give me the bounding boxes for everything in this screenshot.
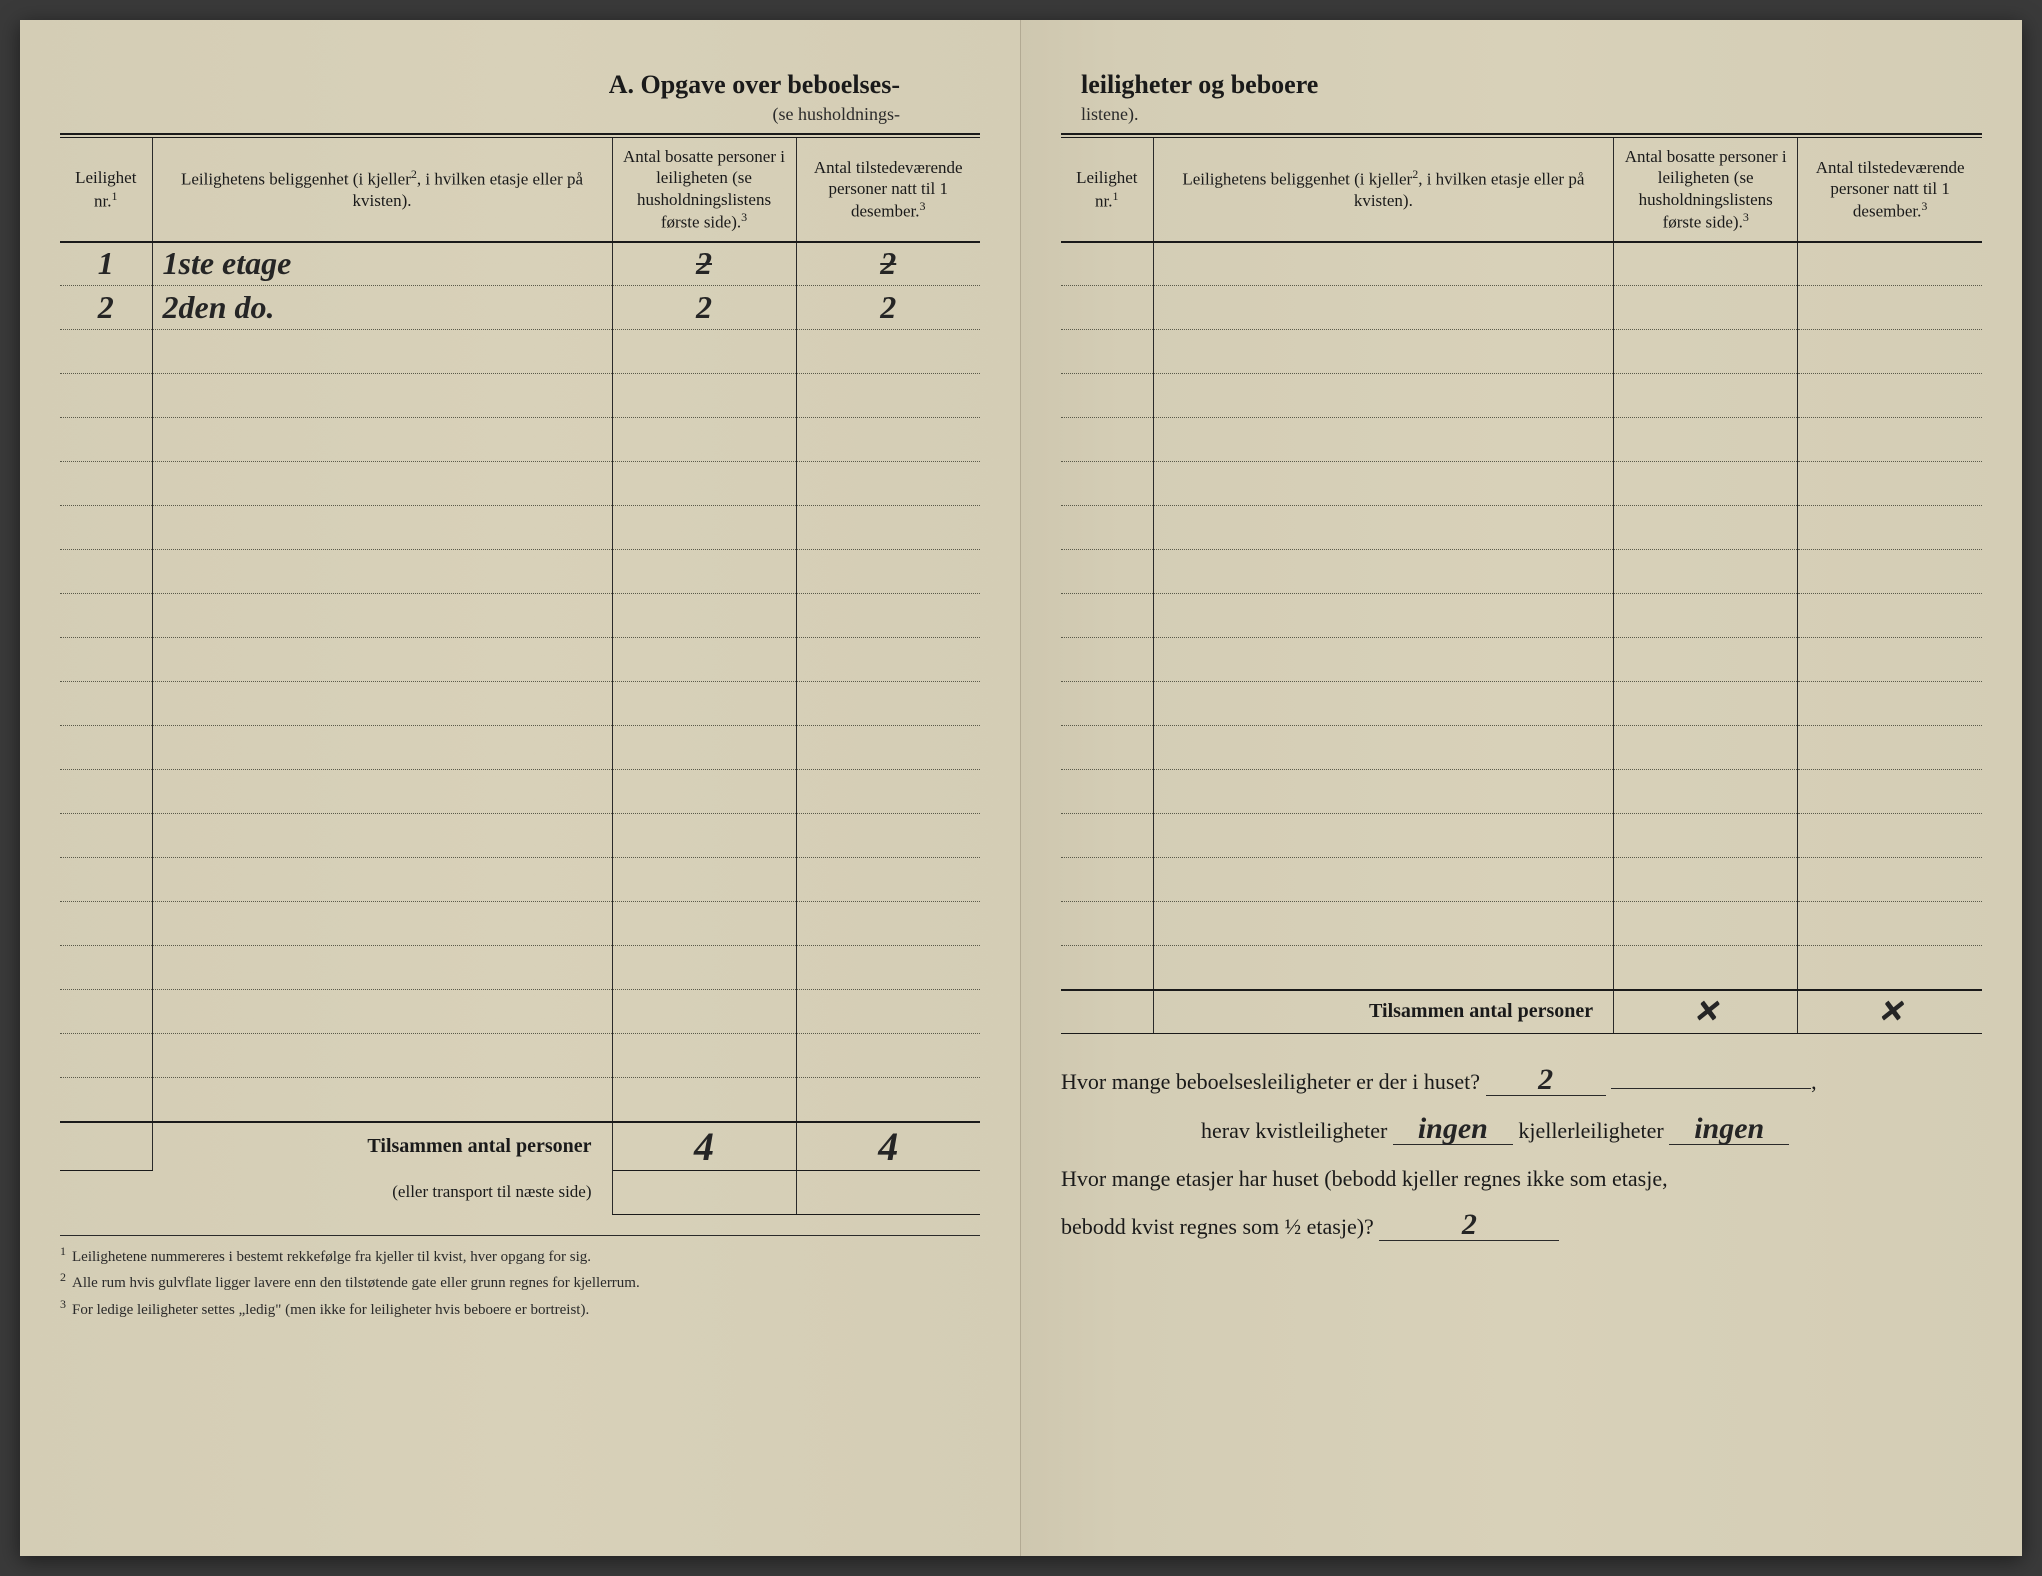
table-row: 2 2den do. 2 2 [60, 286, 980, 330]
cell-c2: 2 [796, 242, 980, 286]
cell-nr: 2 [60, 286, 152, 330]
table-row-empty [60, 858, 980, 902]
table-row-empty [1061, 946, 1982, 990]
q3-cont: bebodd kvist regnes som ½ etasje)? [1061, 1214, 1374, 1239]
table-row-empty [60, 902, 980, 946]
table-row-empty [1061, 902, 1982, 946]
q2-a2: ingen [1669, 1114, 1789, 1145]
left-page: A. Opgave over beboelses- (se husholdnin… [20, 20, 1021, 1556]
q2-prefix: herav kvistleiligheter [1201, 1118, 1387, 1143]
table-row: 1 1ste etage 2 2 [60, 242, 980, 286]
table-row-empty [60, 1034, 980, 1078]
footnotes: 1Leilighetene nummereres i bestemt rekke… [60, 1235, 980, 1322]
total-right-c1: ✕✕ [1614, 990, 1798, 1034]
cell-nr: 1 [60, 242, 152, 286]
table-row-empty [60, 550, 980, 594]
q3-answer: 2 [1379, 1210, 1559, 1241]
col-header-location-r: Leilighetens beliggenhet (i kjeller2, i … [1153, 138, 1614, 242]
totals-sublabel: (eller transport til næste side) [152, 1170, 612, 1214]
table-row-empty [60, 506, 980, 550]
q1-answer: 2 [1486, 1065, 1606, 1096]
col-header-count2: Antal tilstedeværende personer natt til … [796, 138, 980, 242]
table-row-empty [1061, 462, 1982, 506]
table-row-empty [1061, 242, 1982, 286]
totals-label-left: Tilsammen antal personer [152, 1122, 612, 1171]
table-row-empty [60, 814, 980, 858]
table-row-empty [1061, 286, 1982, 330]
table-row-empty [1061, 682, 1982, 726]
census-table-left: Leilighet nr.1 Leilighetens beliggenhet … [60, 138, 980, 1215]
questions-block: Hvor mange beboelsesleiligheter er der i… [1061, 1058, 1982, 1252]
q3-text: Hvor mange etasjer har huset (bebodd kje… [1061, 1166, 1668, 1191]
col-header-nr-r: Leilighet nr.1 [1061, 138, 1153, 242]
title-left: A. Opgave over beboelses- [609, 70, 900, 100]
table-row-empty [1061, 374, 1982, 418]
col-header-location: Leilighetens beliggenhet (i kjeller2, i … [152, 138, 612, 242]
table-row-empty [1061, 550, 1982, 594]
table-row-empty [60, 638, 980, 682]
table-row-empty [1061, 330, 1982, 374]
totals-label-right: Tilsammen antal personer [1153, 990, 1614, 1034]
col-header-nr: Leilighet nr.1 [60, 138, 152, 242]
census-document: A. Opgave over beboelses- (se husholdnin… [20, 20, 2022, 1556]
table-row-empty [60, 682, 980, 726]
col-header-count2-r: Antal tilstedeværende personer natt til … [1798, 138, 1982, 242]
total-right-c2: ✕✕ [1798, 990, 1982, 1034]
col-header-count1: Antal bosatte personer i leiligheten (se… [612, 138, 796, 242]
table-row-empty [60, 418, 980, 462]
table-row-empty [1061, 594, 1982, 638]
table-row-empty [1061, 638, 1982, 682]
table-row-empty [1061, 814, 1982, 858]
total-left-c1: 4 [612, 1122, 796, 1171]
cell-c1: 2 [612, 242, 796, 286]
table-row-empty [60, 330, 980, 374]
total-left-c2: 4 [796, 1122, 980, 1171]
table-row-empty [1061, 858, 1982, 902]
table-row-empty [1061, 770, 1982, 814]
cell-loc: 2den do. [152, 286, 612, 330]
table-row-empty [1061, 726, 1982, 770]
table-row-empty [60, 1078, 980, 1122]
cell-c2: 2 [796, 286, 980, 330]
census-table-right: Leilighet nr.1 Leilighetens beliggenhet … [1061, 138, 1982, 1034]
table-row-empty [60, 374, 980, 418]
q2-mid: kjellerleiligheter [1518, 1118, 1663, 1143]
table-row-empty [1061, 418, 1982, 462]
right-page: leiligheter og beboere listene). Leiligh… [1021, 20, 2022, 1556]
q2-a1: ingen [1393, 1114, 1513, 1145]
subtitle-left: (se husholdnings- [60, 104, 980, 125]
table-row-empty [60, 462, 980, 506]
subtitle-right: listene). [1061, 104, 1982, 125]
table-row-empty [60, 770, 980, 814]
table-row-empty [60, 946, 980, 990]
table-row-empty [60, 990, 980, 1034]
table-row-empty [1061, 506, 1982, 550]
q1-text: Hvor mange beboelsesleiligheter er der i… [1061, 1069, 1480, 1094]
title-right: leiligheter og beboere [1081, 70, 1318, 100]
col-header-count1-r: Antal bosatte personer i leiligheten (se… [1614, 138, 1798, 242]
table-row-empty [60, 726, 980, 770]
cell-c1: 2 [612, 286, 796, 330]
table-row-empty [60, 594, 980, 638]
cell-loc: 1ste etage [152, 242, 612, 286]
